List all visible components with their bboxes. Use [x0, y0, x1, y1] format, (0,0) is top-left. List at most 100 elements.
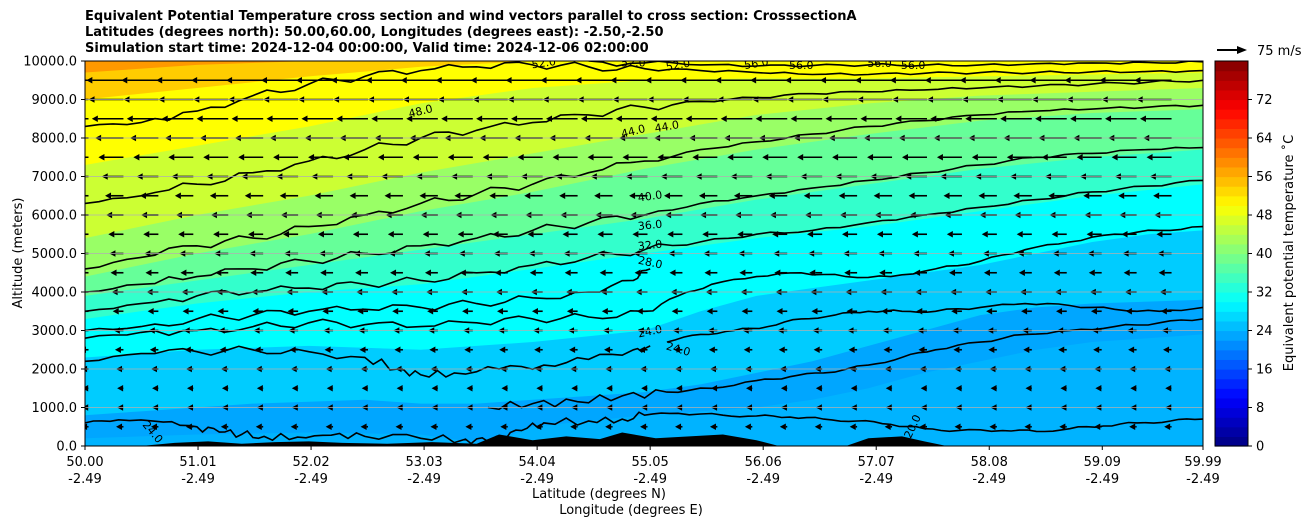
wind-vector — [238, 154, 264, 161]
wind-vector — [704, 269, 718, 276]
wind-vector-head — [1048, 192, 1055, 199]
wind-vector — [531, 308, 543, 315]
colorbar-segment — [1215, 186, 1248, 197]
wind-vector — [657, 154, 683, 161]
wind-vector — [465, 423, 473, 430]
wind-vector-head — [702, 231, 709, 238]
colorbar-segment — [1215, 369, 1248, 380]
wind-vector — [330, 77, 368, 84]
wind-vector-head — [838, 192, 845, 199]
colorbar-tick-label: 56 — [1256, 170, 1273, 185]
colorbar-tick-label: 8 — [1256, 401, 1264, 416]
wind-vector — [1053, 269, 1067, 276]
contour-label: 28.0 — [637, 254, 664, 272]
colorbar-segment — [1215, 99, 1248, 110]
colorbar-segment — [1215, 436, 1248, 447]
wind-vector — [879, 269, 893, 276]
wind-vector — [680, 77, 718, 84]
wind-vector-head — [287, 308, 294, 315]
wind-vector-head — [720, 115, 727, 122]
wind-vector — [424, 269, 438, 276]
wind-vector-head — [908, 192, 915, 199]
wind-vector — [884, 423, 893, 430]
wind-vector — [324, 346, 334, 353]
wind-vector-head — [536, 385, 543, 392]
x-tick-label-lat: 58.08 — [971, 455, 1008, 470]
wind-vector — [301, 115, 334, 122]
wind-vector — [867, 154, 893, 161]
wind-vector-head — [57, 116, 63, 122]
wind-vector-head — [395, 423, 402, 430]
x-tick-label-lon: -2.49 — [972, 472, 1006, 487]
wind-vector — [743, 346, 753, 353]
quiver-key-label: 75 m/s — [1257, 44, 1302, 59]
wind-vector — [708, 346, 718, 353]
wind-vector-head — [569, 346, 576, 353]
wind-vector-head — [606, 385, 613, 392]
wind-vector — [1123, 269, 1137, 276]
wind-vector-head — [248, 231, 255, 238]
wind-vector-head — [133, 154, 140, 161]
colorbar-segment — [1215, 80, 1248, 91]
wind-vector — [524, 192, 543, 199]
wind-vector-head — [636, 308, 643, 315]
contour-label: 48.0 — [407, 102, 434, 121]
wind-vector — [494, 269, 508, 276]
wind-vector — [667, 231, 683, 238]
colorbar-segment — [1215, 397, 1248, 409]
wind-vector-head — [361, 385, 368, 392]
contour-label: 56.0 — [789, 59, 814, 72]
wind-vector-head — [85, 385, 89, 392]
wind-vector — [352, 231, 368, 238]
wind-vector-head — [187, 385, 194, 392]
colorbar-segment — [1215, 407, 1248, 418]
wind-vector — [387, 231, 403, 238]
wind-vector — [597, 231, 613, 238]
wind-vector — [219, 346, 229, 353]
wind-vector-head — [454, 192, 461, 199]
wind-vector — [221, 385, 229, 392]
wind-vector-head — [803, 192, 810, 199]
wind-vector-head — [63, 154, 69, 160]
wind-vector — [395, 423, 403, 430]
wind-vector — [85, 423, 89, 430]
wind-vector — [290, 423, 299, 430]
wind-vector-head — [387, 231, 394, 238]
wind-vector-head — [182, 308, 189, 315]
wind-vector — [252, 308, 264, 315]
wind-vector — [1125, 308, 1137, 315]
wind-vector — [392, 308, 403, 315]
wind-vector-head — [435, 77, 442, 84]
wind-vector-head — [529, 269, 536, 276]
wind-vector — [943, 192, 962, 199]
wind-vector-head — [901, 154, 908, 161]
contour-line — [85, 61, 1203, 128]
wind-vector-head — [215, 269, 222, 276]
wind-vector — [248, 231, 264, 238]
wind-vector-head — [846, 308, 853, 315]
wind-vector-head — [494, 269, 501, 276]
colorbar-segment — [1215, 359, 1248, 370]
wind-vector — [427, 308, 438, 315]
x-tick-label-lon: -2.49 — [407, 472, 441, 487]
wind-vector — [289, 346, 299, 353]
colorbar-tick-label: 32 — [1256, 286, 1273, 301]
wind-vector-head — [924, 77, 931, 84]
wind-vector-head — [943, 192, 950, 199]
wind-vector-head — [953, 346, 960, 353]
wind-vector-head — [221, 385, 228, 392]
wind-vector — [632, 231, 648, 238]
contour-line — [85, 179, 1203, 313]
wind-vector — [517, 154, 543, 161]
wind-vector-head — [209, 192, 216, 199]
colorbar-segment — [1215, 282, 1248, 293]
wind-vector-head — [698, 192, 705, 199]
wind-vector-head — [462, 308, 469, 315]
wind-vector — [325, 423, 334, 430]
wind-vector — [1158, 269, 1172, 276]
wind-vector-head — [517, 154, 524, 161]
quiver-key: 75 m/s — [1217, 44, 1302, 59]
wind-vector — [601, 308, 613, 315]
wind-vector — [1048, 192, 1067, 199]
